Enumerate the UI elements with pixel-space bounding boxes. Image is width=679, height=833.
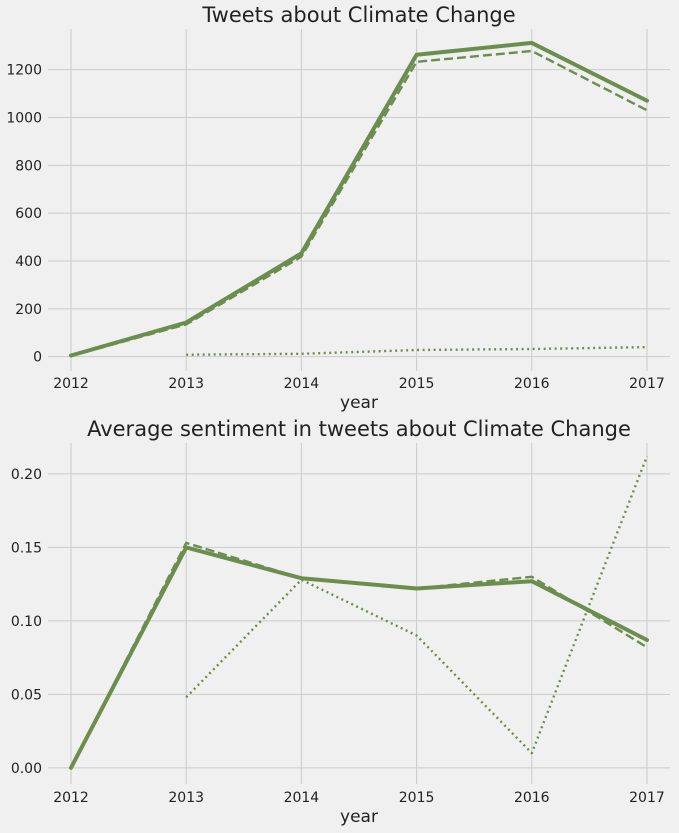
x-tick-label: 2016 [514,376,550,392]
x-tick-label: 2013 [168,790,204,806]
series-line-solid [69,40,649,358]
series-line-dashed [69,541,648,769]
x-tick-label: 2012 [53,790,89,806]
y-tick-label: 0.15 [11,540,42,556]
plot-area: 0 200 400 600 800 1000 1200 2012 2013 2014 2015 201… [6,29,670,392]
chart-sentiment: Average sentiment in tweets about Climat… [11,417,670,827]
y-tick-label: 0.00 [11,761,42,777]
chart-tweet-count: Tweets about Climate Change 0 200 400 600 80… [6,3,670,413]
x-tick-label: 2012 [53,376,89,392]
y-tick-label: 800 [15,158,42,174]
y-tick-label: 400 [15,254,42,270]
x-tick-label: 2016 [514,790,550,806]
y-tick-label: 0 [33,350,42,366]
x-tick-label: 2013 [168,376,204,392]
y-tick-label: 1200 [6,63,42,79]
chart-title: Average sentiment in tweets about Climat… [87,417,631,441]
x-tick-label: 2014 [284,790,320,806]
x-tick-label: 2017 [629,376,665,392]
y-tick-label: 0.10 [11,614,42,630]
chart-title: Tweets about Climate Change [201,3,515,27]
y-tick-label: 0.05 [11,687,42,703]
x-tick-label: 2015 [399,376,435,392]
series-line-solid [69,545,649,770]
y-tick-label: 1000 [6,110,42,126]
x-tick-label: 2014 [284,376,320,392]
y-tick-label: 200 [15,302,42,318]
y-tick-label: 600 [15,206,42,222]
x-axis-label: year [340,807,378,827]
series-line-dotted [185,455,649,755]
x-axis-label: year [340,393,378,413]
y-tick-label: 0.20 [11,467,42,483]
x-tick-label: 2017 [629,790,665,806]
series-line-dashed [70,49,648,358]
x-tick-label: 2015 [399,790,435,806]
plot-area: 0.00 0.05 0.10 0.15 0.20 2012 2013 2014 2015 2016… [11,443,670,806]
